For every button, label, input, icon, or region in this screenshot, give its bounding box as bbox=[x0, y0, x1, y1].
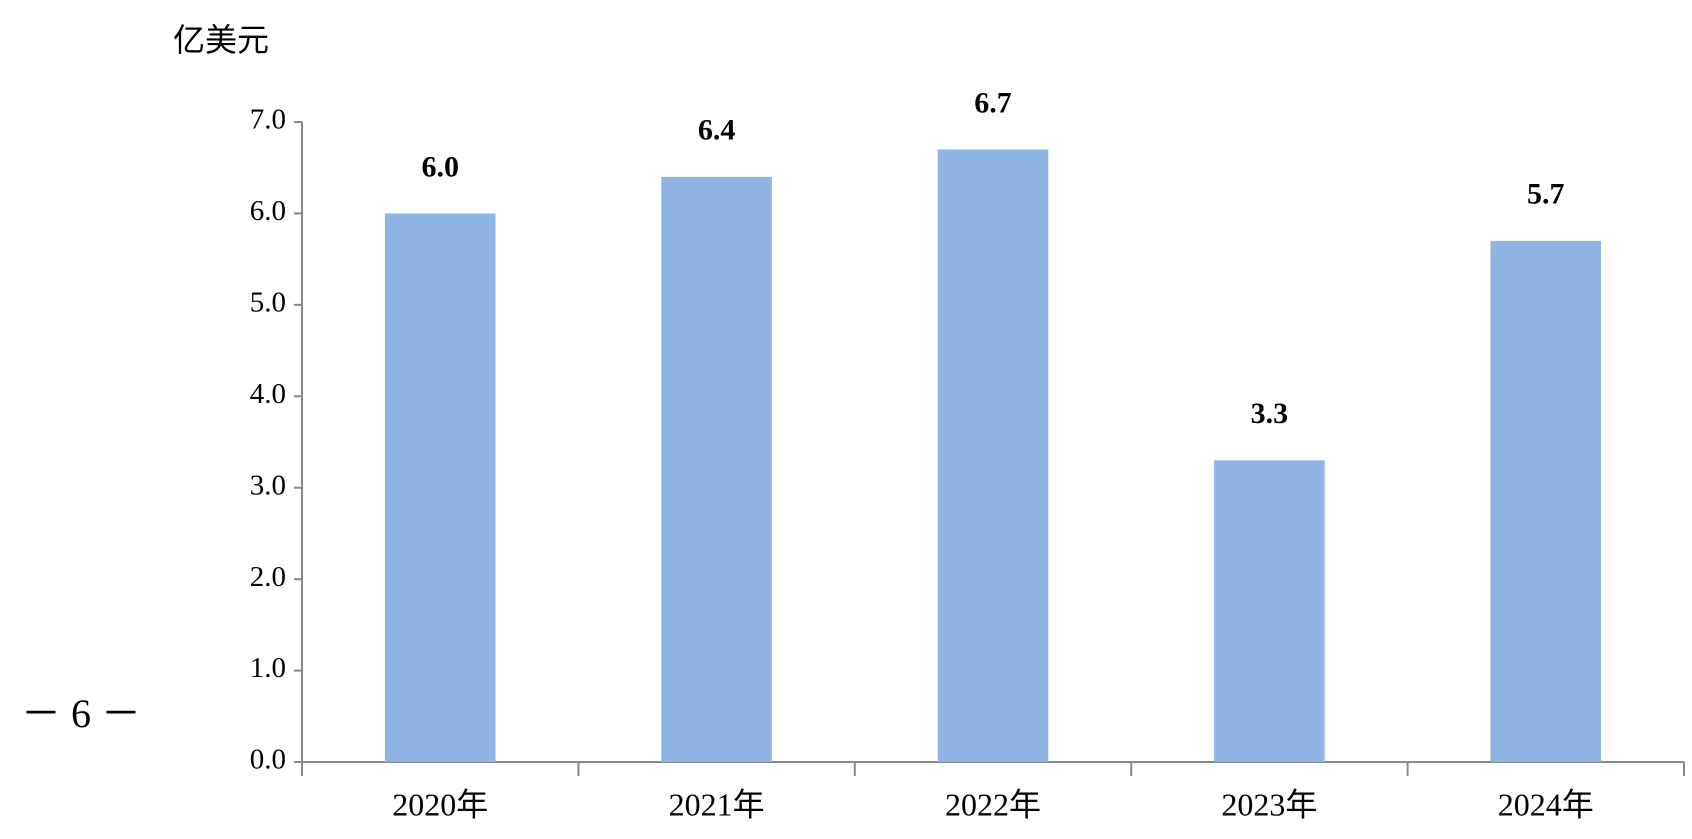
value-label: 6.7 bbox=[974, 86, 1012, 119]
x-tick-label: 2024年 bbox=[1498, 786, 1594, 822]
value-label: 5.7 bbox=[1527, 178, 1565, 211]
y-tick-label: 1.0 bbox=[250, 652, 286, 684]
bar bbox=[1490, 240, 1602, 762]
value-label: 3.3 bbox=[1251, 397, 1289, 430]
y-tick-label: 4.0 bbox=[250, 378, 286, 410]
bar bbox=[384, 213, 496, 762]
bar bbox=[661, 176, 772, 762]
y-tick-label: 5.0 bbox=[250, 287, 286, 319]
x-tick-label: 2023年 bbox=[1221, 786, 1317, 822]
x-tick-label: 2021年 bbox=[669, 786, 765, 822]
value-label: 6.4 bbox=[698, 114, 736, 147]
x-tick-label: 2022年 bbox=[945, 786, 1041, 822]
y-tick-label: 3.0 bbox=[250, 469, 286, 501]
x-tick-label: 2020年 bbox=[392, 786, 488, 822]
y-tick-label: 6.0 bbox=[250, 195, 286, 227]
y-tick-label: 2.0 bbox=[250, 561, 286, 593]
value-label: 6.0 bbox=[421, 150, 459, 183]
y-tick-label: 0.0 bbox=[250, 744, 286, 776]
page-number: － 6 － bbox=[21, 691, 141, 736]
y-tick-label: 7.0 bbox=[250, 104, 286, 136]
y-unit: 亿美元 bbox=[173, 21, 269, 59]
bar bbox=[1214, 460, 1325, 762]
bar bbox=[937, 149, 1049, 762]
